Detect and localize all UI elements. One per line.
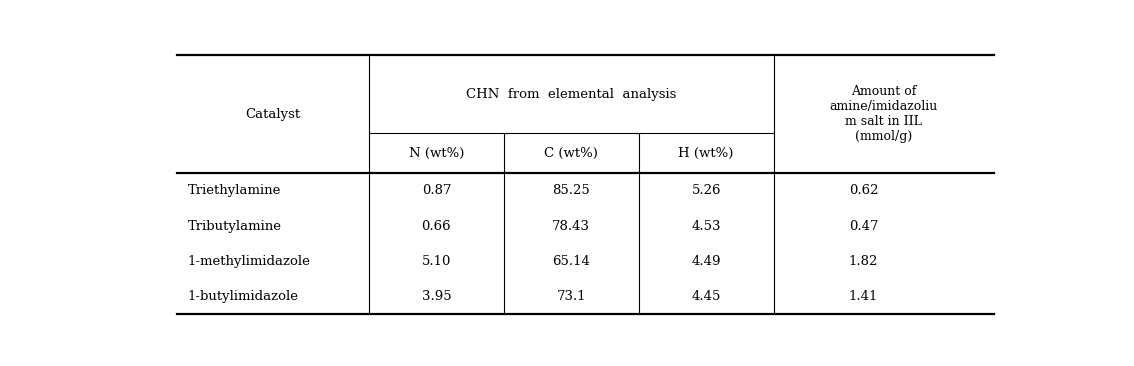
Text: 1-butylimidazole: 1-butylimidazole bbox=[187, 290, 298, 303]
Text: Catalyst: Catalyst bbox=[245, 108, 301, 121]
Text: 4.49: 4.49 bbox=[692, 255, 721, 268]
Text: 85.25: 85.25 bbox=[552, 184, 590, 197]
Text: Tributylamine: Tributylamine bbox=[187, 220, 281, 233]
Text: 4.53: 4.53 bbox=[692, 220, 721, 233]
Text: 1-methylimidazole: 1-methylimidazole bbox=[187, 255, 311, 268]
Text: 3.95: 3.95 bbox=[422, 290, 451, 303]
Text: 5.10: 5.10 bbox=[422, 255, 451, 268]
Text: 1.41: 1.41 bbox=[848, 290, 878, 303]
Text: 1.82: 1.82 bbox=[848, 255, 878, 268]
Text: 73.1: 73.1 bbox=[557, 290, 586, 303]
Text: 5.26: 5.26 bbox=[692, 184, 721, 197]
Text: CHN  from  elemental  analysis: CHN from elemental analysis bbox=[466, 87, 677, 101]
Text: 4.45: 4.45 bbox=[692, 290, 721, 303]
Text: 78.43: 78.43 bbox=[552, 220, 591, 233]
Text: C (wt%): C (wt%) bbox=[544, 146, 599, 160]
Text: 0.62: 0.62 bbox=[848, 184, 878, 197]
Text: H (wt%): H (wt%) bbox=[678, 146, 734, 160]
Text: 65.14: 65.14 bbox=[552, 255, 590, 268]
Text: N (wt%): N (wt%) bbox=[408, 146, 464, 160]
Text: 0.87: 0.87 bbox=[422, 184, 451, 197]
Text: Triethylamine: Triethylamine bbox=[187, 184, 281, 197]
Text: 0.66: 0.66 bbox=[422, 220, 451, 233]
Text: 0.47: 0.47 bbox=[848, 220, 878, 233]
Text: Amount of
amine/imidazoliu
m salt in IIL
(mmol/g): Amount of amine/imidazoliu m salt in IIL… bbox=[830, 85, 938, 143]
